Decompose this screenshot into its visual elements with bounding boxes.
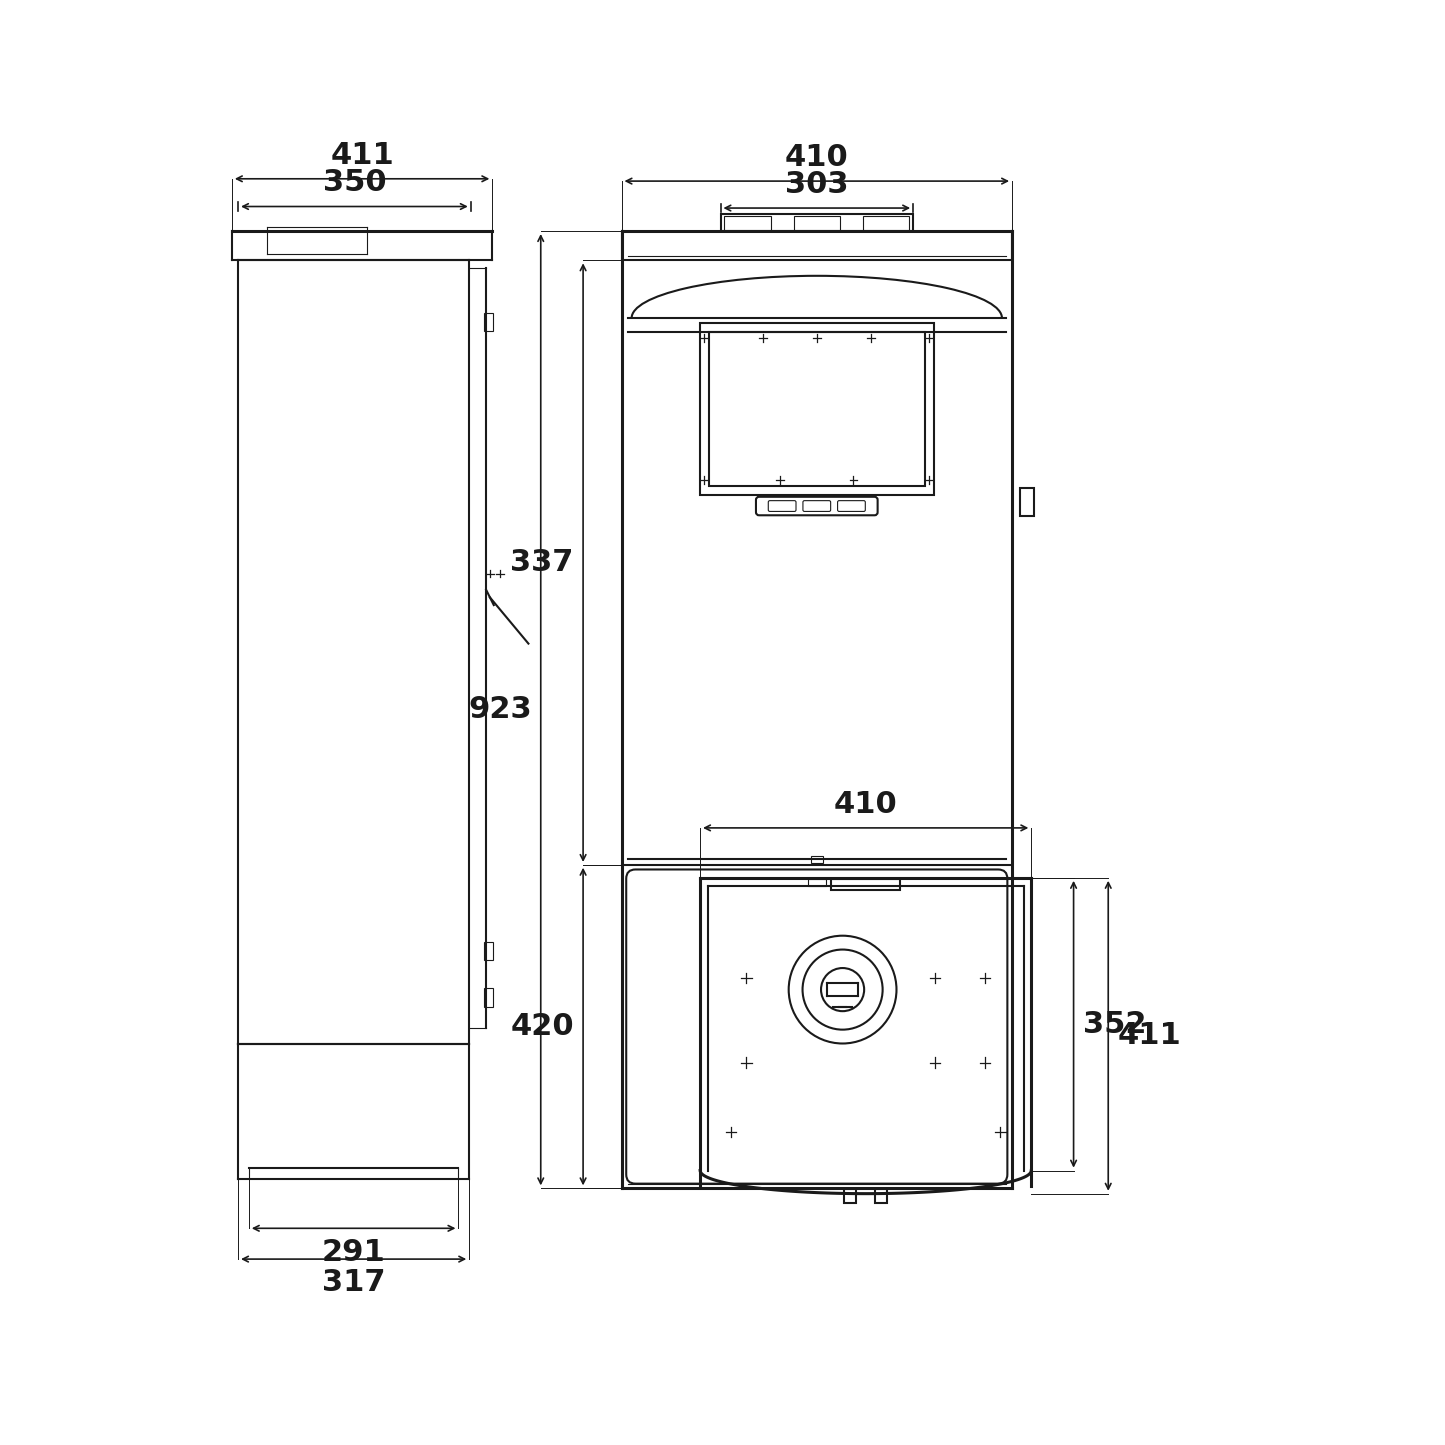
Text: 350: 350 [322,168,386,198]
Text: 337: 337 [510,548,574,577]
Text: 420: 420 [510,1011,574,1040]
FancyBboxPatch shape [769,500,796,512]
Bar [863,215,909,230]
FancyBboxPatch shape [803,500,831,512]
FancyBboxPatch shape [626,870,1007,1183]
Bar [1020,488,1033,516]
Bar [721,214,913,231]
Text: 923: 923 [468,695,532,724]
Bar [808,879,827,886]
Circle shape [821,968,864,1012]
Text: 410: 410 [834,789,897,819]
Bar [811,855,824,863]
Circle shape [802,949,883,1030]
Bar [844,1189,857,1202]
Bar [874,1189,887,1202]
Text: 411: 411 [1117,1022,1181,1051]
Bar [484,312,493,331]
FancyBboxPatch shape [756,497,877,516]
FancyBboxPatch shape [838,500,866,512]
Bar [484,942,493,961]
Bar [793,215,840,230]
Text: 352: 352 [1082,1010,1146,1039]
Bar [484,988,493,1007]
Text: 411: 411 [331,140,394,169]
Bar [724,215,770,230]
Text: 291: 291 [322,1237,386,1266]
Bar [831,880,900,890]
Bar [699,322,933,496]
Text: 303: 303 [785,171,848,199]
Text: 410: 410 [785,143,848,172]
Text: 317: 317 [322,1269,386,1298]
Bar [709,332,925,486]
Circle shape [789,936,896,1043]
